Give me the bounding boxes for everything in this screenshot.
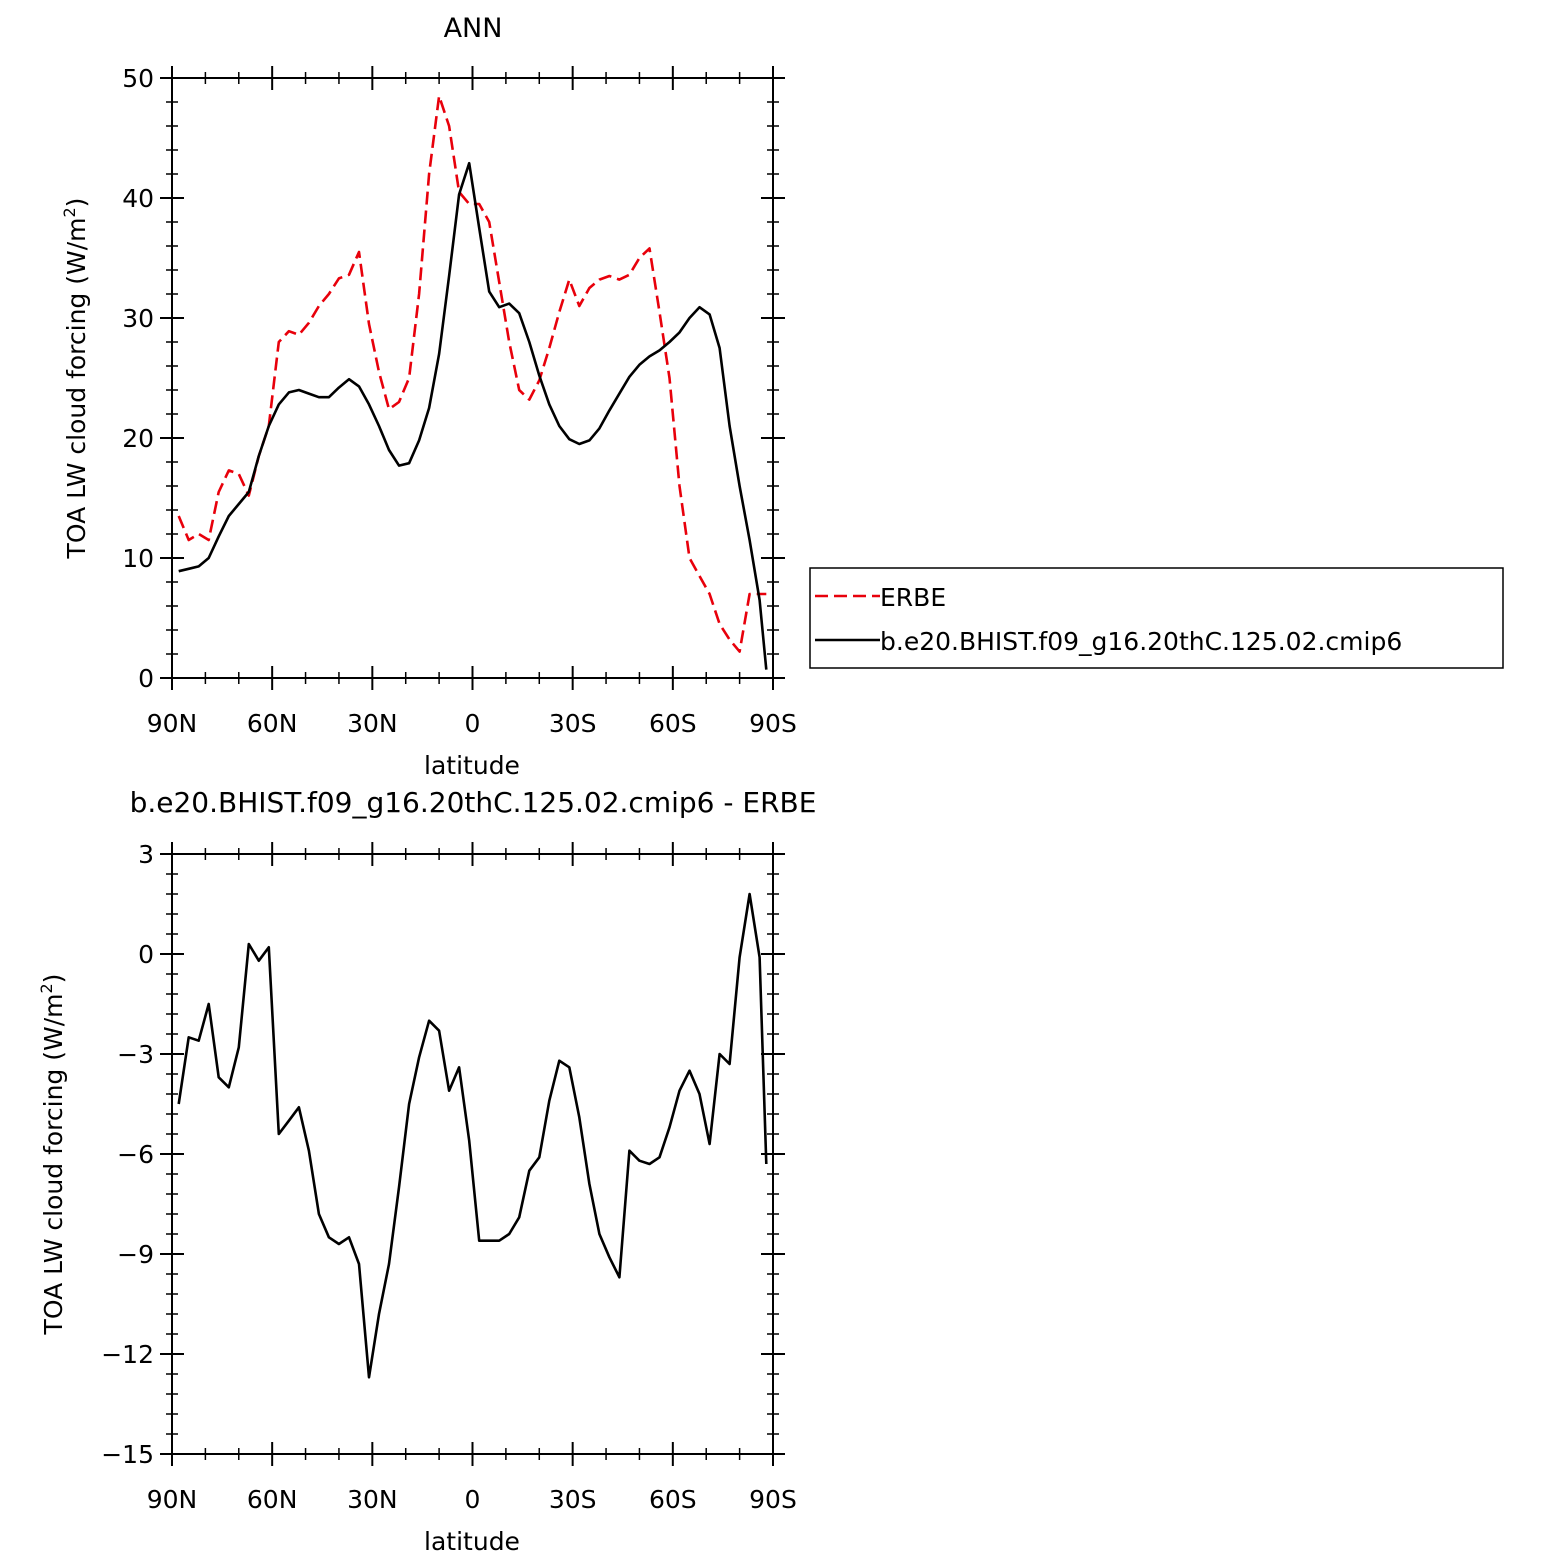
x-axis-label: latitude: [424, 751, 520, 780]
legend: ERBE b.e20.BHIST.f09_g16.20thC.125.02.cm…: [809, 567, 1504, 669]
y-axis: −15 −12 −9 −6 −3 0 3: [101, 840, 785, 1469]
chart-title: ANN: [444, 13, 503, 44]
zonal-mean-panel: ANN 0 10 20 30 40 50 90N 60N 30N 0 30S 60S 90S lati…: [60, 13, 1504, 780]
y-tick-label: 0: [138, 940, 154, 969]
y-axis-label-close: ): [39, 974, 68, 984]
legend-label-model: b.e20.BHIST.f09_g16.20thC.125.02.cmip6: [880, 627, 1402, 656]
plot-frame: [171, 77, 774, 679]
x-tick-label: 90N: [147, 1485, 198, 1514]
x-tick-label: 30N: [347, 1485, 398, 1514]
y-tick-label: 10: [122, 544, 154, 573]
plot-frame: [171, 853, 774, 1455]
series-line-0: [177, 892, 768, 1379]
x-tick-label: 30S: [549, 1485, 597, 1514]
legend-label-erbe: ERBE: [880, 583, 946, 612]
x-axis-label: latitude: [424, 1527, 520, 1556]
y-tick-label: 0: [138, 664, 154, 693]
y-axis: 0 10 20 30 40 50: [122, 64, 785, 693]
x-tick-label: 90S: [749, 709, 797, 738]
y-tick-label: 30: [122, 304, 154, 333]
y-tick-label: 40: [122, 184, 154, 213]
x-tick-label: 0: [465, 1485, 481, 1514]
x-tick-label: 0: [465, 709, 481, 738]
chart-title: b.e20.BHIST.f09_g16.20thC.125.02.cmip6 -…: [130, 786, 817, 819]
y-axis-label-text: TOA LW cloud forcing (W/m: [39, 994, 68, 1336]
y-tick-label: −6: [117, 1140, 154, 1169]
x-tick-label: 90N: [147, 709, 198, 738]
x-axis: 90N 60N 30N 0 30S 60S 90S: [147, 66, 797, 738]
x-tick-label: 90S: [749, 1485, 797, 1514]
y-tick-label: 50: [122, 64, 154, 93]
x-tick-label: 60S: [649, 1485, 697, 1514]
y-axis-label: TOA LW cloud forcing (W/m2): [37, 974, 68, 1336]
x-tick-label: 60N: [247, 709, 298, 738]
x-tick-label: 60S: [649, 709, 697, 738]
y-axis-label-superscript: 2: [60, 207, 79, 217]
y-axis-label-superscript: 2: [37, 983, 56, 993]
y-tick-label: 20: [122, 424, 154, 453]
x-tick-label: 30S: [549, 709, 597, 738]
y-axis-label-close: ): [62, 198, 91, 208]
difference-panel: b.e20.BHIST.f09_g16.20thC.125.02.cmip6 -…: [37, 786, 816, 1556]
x-tick-label: 60N: [247, 1485, 298, 1514]
series-line-1: [178, 161, 768, 670]
y-tick-label: −12: [101, 1340, 154, 1369]
y-axis-label-text: TOA LW cloud forcing (W/m: [62, 218, 91, 560]
y-tick-label: −15: [101, 1440, 154, 1469]
legend-box: [809, 567, 1504, 669]
y-tick-label: −3: [117, 1040, 154, 1069]
x-tick-label: 30N: [347, 709, 398, 738]
y-tick-label: −9: [117, 1240, 154, 1269]
series-group: [177, 892, 768, 1379]
y-tick-label: 3: [138, 840, 154, 869]
y-axis-label: TOA LW cloud forcing (W/m2): [60, 198, 91, 560]
series-group: [177, 94, 768, 670]
x-axis: 90N 60N 30N 0 30S 60S 90S: [147, 842, 797, 1514]
